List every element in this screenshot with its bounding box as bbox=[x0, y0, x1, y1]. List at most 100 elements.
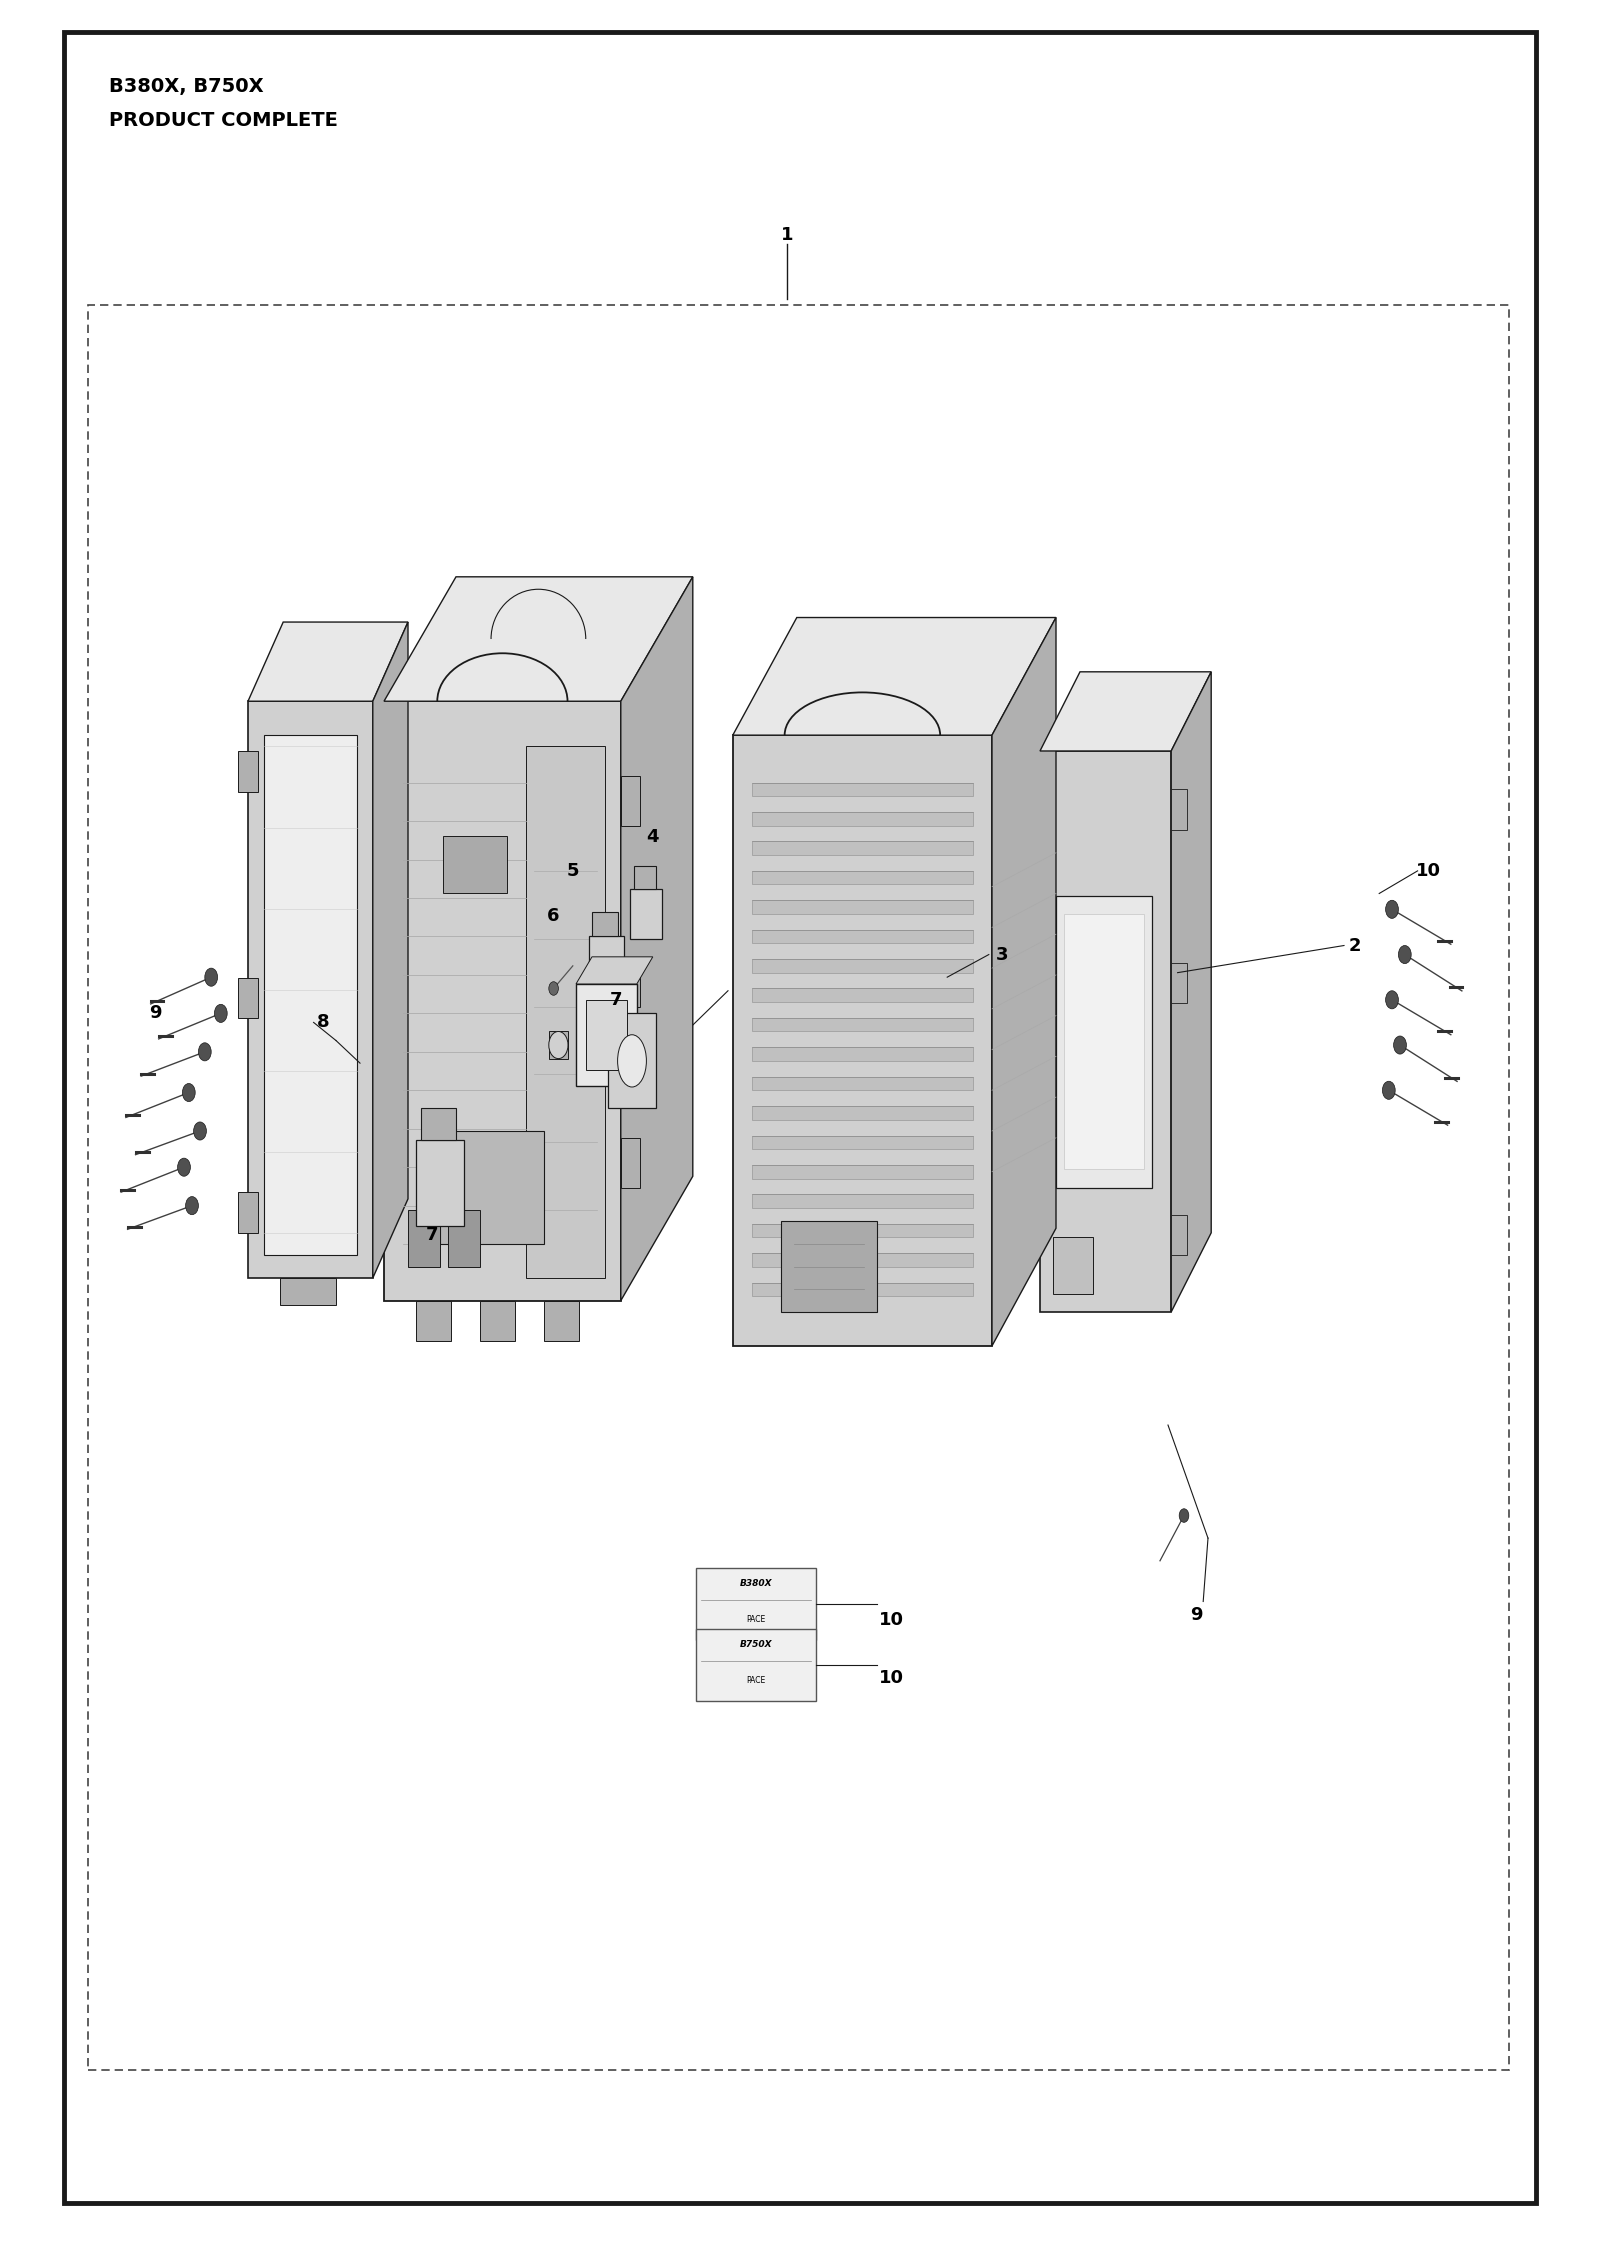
Circle shape bbox=[205, 968, 218, 986]
Polygon shape bbox=[752, 988, 973, 1002]
Polygon shape bbox=[752, 1047, 973, 1061]
Polygon shape bbox=[752, 871, 973, 884]
Polygon shape bbox=[238, 977, 258, 1018]
Polygon shape bbox=[992, 618, 1056, 1346]
Polygon shape bbox=[621, 577, 693, 1301]
Polygon shape bbox=[1040, 751, 1171, 1312]
Polygon shape bbox=[752, 1136, 973, 1149]
Polygon shape bbox=[781, 1221, 877, 1312]
Text: PACE: PACE bbox=[746, 1615, 766, 1624]
Polygon shape bbox=[752, 959, 973, 973]
Polygon shape bbox=[416, 1140, 464, 1226]
Circle shape bbox=[186, 1197, 198, 1215]
Circle shape bbox=[1382, 1081, 1395, 1099]
Polygon shape bbox=[752, 1165, 973, 1179]
Circle shape bbox=[1394, 1036, 1406, 1054]
Polygon shape bbox=[1040, 672, 1211, 751]
Text: 4: 4 bbox=[646, 828, 659, 846]
Polygon shape bbox=[1171, 789, 1187, 830]
Polygon shape bbox=[592, 912, 618, 936]
Text: 8: 8 bbox=[317, 1013, 330, 1031]
Text: 10: 10 bbox=[878, 1669, 904, 1687]
Polygon shape bbox=[733, 735, 992, 1346]
Polygon shape bbox=[733, 618, 1056, 735]
Polygon shape bbox=[752, 841, 973, 855]
Text: B380X: B380X bbox=[739, 1579, 773, 1588]
Polygon shape bbox=[1171, 964, 1187, 1004]
Polygon shape bbox=[384, 701, 621, 1301]
Polygon shape bbox=[1171, 1215, 1187, 1255]
Polygon shape bbox=[440, 1131, 544, 1244]
Polygon shape bbox=[248, 701, 373, 1278]
Polygon shape bbox=[752, 1283, 973, 1296]
Text: 9: 9 bbox=[1190, 1606, 1203, 1624]
Text: 2: 2 bbox=[1349, 936, 1362, 955]
Polygon shape bbox=[576, 984, 637, 1086]
Polygon shape bbox=[621, 957, 640, 1007]
Polygon shape bbox=[1053, 1237, 1093, 1294]
Circle shape bbox=[182, 1083, 195, 1102]
Circle shape bbox=[549, 982, 558, 995]
Polygon shape bbox=[549, 1031, 568, 1059]
Polygon shape bbox=[752, 900, 973, 914]
Circle shape bbox=[1386, 900, 1398, 918]
Polygon shape bbox=[576, 957, 653, 984]
Polygon shape bbox=[280, 1278, 336, 1305]
Polygon shape bbox=[238, 751, 258, 792]
Polygon shape bbox=[752, 1106, 973, 1120]
Polygon shape bbox=[448, 1210, 480, 1267]
Polygon shape bbox=[373, 622, 408, 1278]
Text: PRODUCT COMPLETE: PRODUCT COMPLETE bbox=[109, 111, 338, 129]
Polygon shape bbox=[238, 1192, 258, 1233]
Polygon shape bbox=[752, 783, 973, 796]
Polygon shape bbox=[264, 735, 357, 1255]
Polygon shape bbox=[752, 1253, 973, 1267]
Text: B380X, B750X: B380X, B750X bbox=[109, 77, 264, 95]
Polygon shape bbox=[752, 1194, 973, 1208]
Polygon shape bbox=[544, 1301, 579, 1341]
Polygon shape bbox=[621, 1138, 640, 1188]
Text: 7: 7 bbox=[610, 991, 622, 1009]
Bar bbox=[88, 305, 1509, 2070]
Circle shape bbox=[214, 1004, 227, 1022]
Polygon shape bbox=[621, 776, 640, 826]
Polygon shape bbox=[634, 866, 656, 889]
Polygon shape bbox=[1056, 896, 1152, 1188]
Polygon shape bbox=[752, 930, 973, 943]
Polygon shape bbox=[630, 889, 662, 939]
Polygon shape bbox=[526, 746, 605, 1278]
Polygon shape bbox=[589, 936, 624, 991]
Circle shape bbox=[1179, 1509, 1189, 1522]
Polygon shape bbox=[586, 1000, 627, 1070]
Bar bbox=[696, 1568, 816, 1640]
Polygon shape bbox=[752, 1224, 973, 1237]
Polygon shape bbox=[384, 577, 693, 701]
Text: 10: 10 bbox=[878, 1611, 904, 1629]
Polygon shape bbox=[421, 1108, 456, 1140]
Polygon shape bbox=[248, 622, 408, 701]
Text: 7: 7 bbox=[426, 1226, 438, 1244]
Text: 5: 5 bbox=[566, 862, 579, 880]
Text: B750X: B750X bbox=[739, 1640, 773, 1649]
Circle shape bbox=[178, 1158, 190, 1176]
Text: 10: 10 bbox=[1416, 862, 1442, 880]
Circle shape bbox=[194, 1122, 206, 1140]
Circle shape bbox=[1398, 946, 1411, 964]
Polygon shape bbox=[480, 1301, 515, 1341]
Ellipse shape bbox=[618, 1034, 646, 1088]
Polygon shape bbox=[416, 1301, 451, 1341]
Polygon shape bbox=[443, 837, 507, 893]
Polygon shape bbox=[1064, 914, 1144, 1169]
Polygon shape bbox=[752, 1077, 973, 1090]
Text: 9: 9 bbox=[149, 1004, 162, 1022]
Polygon shape bbox=[1171, 672, 1211, 1312]
Text: PACE: PACE bbox=[746, 1676, 766, 1685]
Circle shape bbox=[549, 1031, 568, 1059]
Polygon shape bbox=[608, 1013, 656, 1108]
Polygon shape bbox=[408, 1210, 440, 1267]
Polygon shape bbox=[752, 1018, 973, 1031]
Circle shape bbox=[1386, 991, 1398, 1009]
Text: 6: 6 bbox=[547, 907, 560, 925]
Polygon shape bbox=[752, 812, 973, 826]
Bar bbox=[696, 1629, 816, 1701]
